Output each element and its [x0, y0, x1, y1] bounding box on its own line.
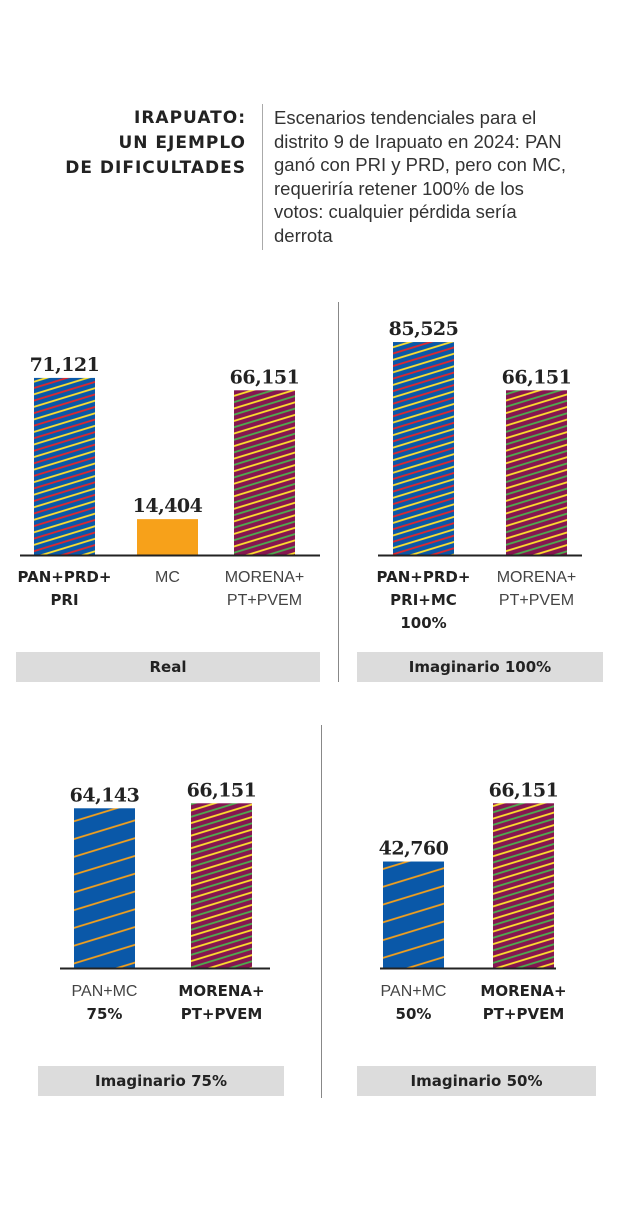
value-label: 71,121: [30, 354, 100, 376]
category-label-line: 75%: [86, 1005, 123, 1023]
bar: [493, 803, 554, 968]
category-label-line: PAN+PRD+: [17, 568, 112, 586]
category-label-line: PRI: [50, 591, 79, 609]
value-label: 66,151: [502, 366, 572, 388]
category-label-line: 100%: [400, 614, 447, 632]
value-label: 14,404: [133, 495, 203, 517]
category-label-line: PRI+MC: [390, 591, 457, 609]
category-label-line: MORENA+: [224, 569, 305, 586]
value-label: 66,151: [489, 779, 559, 801]
bar: [383, 861, 444, 968]
value-label: 66,151: [187, 779, 257, 801]
category-label: PAN+PRD+ PRI+MC 100%: [364, 566, 484, 635]
bar: [137, 519, 198, 555]
value-label: 64,143: [70, 784, 140, 806]
category-label: MORENA+ PT+PVEM: [477, 566, 597, 612]
panel-title: Imaginario 75%: [38, 1066, 284, 1096]
value-label: 66,151: [230, 366, 300, 388]
category-label-line: MC: [155, 569, 180, 586]
category-label-line: PAN+PRD+: [376, 568, 471, 586]
category-label: PAN+MC 75%: [45, 980, 165, 1026]
category-label: MORENA+ PT+PVEM: [205, 566, 325, 612]
category-label-line: MORENA+: [496, 569, 577, 586]
category-label-line: PAN+MC: [380, 983, 447, 1000]
panel-title: Imaginario 100%: [357, 652, 603, 682]
category-label-line: MORENA+: [480, 982, 567, 1000]
category-label: MORENA+ PT+PVEM: [464, 980, 584, 1026]
category-label-line: PT+PVEM: [498, 592, 575, 609]
bar: [34, 377, 95, 555]
category-label: MORENA+ PT+PVEM: [162, 980, 282, 1026]
bar: [234, 390, 295, 555]
value-label: 42,760: [379, 838, 449, 860]
panel-title: Real: [16, 652, 320, 682]
headline: IRAPUATO: UN EJEMPLO DE DIFICULTADES: [65, 108, 246, 178]
category-label-line: PT+PVEM: [226, 592, 303, 609]
category-label-line: PT+PVEM: [482, 1005, 565, 1023]
category-label: PAN+PRD+ PRI: [5, 566, 125, 612]
category-label: PAN+MC 50%: [354, 980, 474, 1026]
value-label: 85,525: [389, 318, 459, 340]
bar: [191, 803, 252, 968]
category-label-line: MORENA+: [178, 982, 265, 1000]
panel-title: Imaginario 50%: [357, 1066, 596, 1096]
header-divider: [262, 104, 263, 250]
category-label-line: PT+PVEM: [180, 1005, 263, 1023]
bar: [393, 342, 454, 555]
category-label-line: 50%: [395, 1005, 432, 1023]
panel-divider: [321, 725, 322, 1098]
bar: [74, 808, 135, 968]
category-label-line: PAN+MC: [71, 983, 138, 1000]
category-label: MC: [108, 566, 228, 589]
bar: [506, 390, 567, 555]
panel-divider: [338, 302, 339, 682]
header-description: Escenarios tendenciales para el distrito…: [274, 107, 567, 246]
